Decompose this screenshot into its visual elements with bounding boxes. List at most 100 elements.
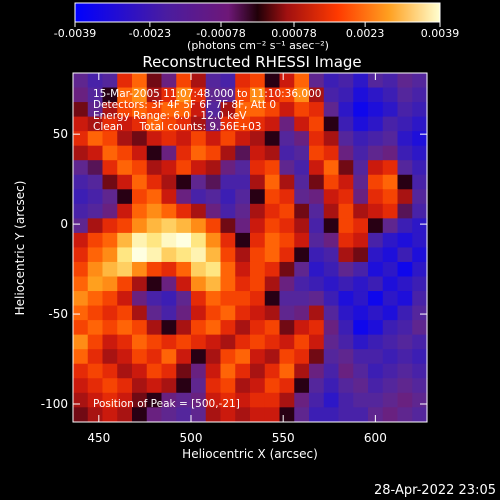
heatmap-cell [176, 232, 192, 249]
heatmap-cell [191, 116, 207, 132]
heatmap-cell [368, 131, 384, 147]
heatmap-cell [146, 116, 163, 132]
heatmap-cell [87, 334, 104, 350]
heatmap-cell [338, 305, 354, 321]
heatmap-cell [176, 203, 192, 219]
heatmap-cell [323, 189, 340, 205]
heatmap-cell [338, 291, 354, 307]
heatmap-cell [235, 102, 251, 118]
heatmap-cell [132, 116, 148, 132]
heatmap-cell [146, 363, 163, 379]
heatmap-cell [338, 349, 354, 365]
heatmap-cell [294, 189, 310, 205]
heatmap-cell [132, 247, 148, 263]
heatmap-cell [205, 378, 222, 394]
heatmap-cell [102, 73, 118, 89]
heatmap-cell [309, 160, 325, 176]
colorbar-units: (photons cm⁻² s⁻¹ asec⁻²) [187, 39, 329, 52]
heatmap-cell [146, 378, 163, 394]
heatmap-cell [117, 160, 133, 176]
heatmap-cell [279, 334, 295, 350]
heatmap-cell [235, 189, 251, 205]
heatmap-cell [323, 174, 340, 190]
heatmap-cell [235, 305, 251, 321]
heatmap-cell [353, 407, 369, 423]
heatmap-cell [294, 73, 310, 89]
heatmap-cell [146, 160, 163, 176]
heatmap-cell [87, 392, 104, 408]
heatmap-cell [294, 160, 310, 176]
heatmap-cell [382, 102, 399, 118]
heatmap-cell [161, 189, 177, 205]
heatmap-cell [205, 363, 222, 379]
heatmap-cell [146, 232, 163, 249]
heatmap-cell [117, 174, 133, 190]
heatmap-cell [338, 116, 354, 132]
heatmap-cell [117, 203, 133, 219]
heatmap-cell [161, 334, 177, 350]
heatmap-cell [294, 261, 310, 278]
heatmap-cell [294, 174, 310, 190]
heatmap-cell [368, 334, 384, 350]
heatmap-cell [102, 392, 118, 408]
heatmap-cell [102, 363, 118, 379]
heatmap-cell [382, 334, 399, 350]
heatmap-cell [146, 276, 163, 292]
heatmap-cell [309, 145, 325, 161]
heatmap-cell [161, 160, 177, 176]
heatmap-cell [146, 407, 163, 423]
heatmap-cell [353, 334, 369, 350]
heatmap-cell [146, 102, 163, 118]
heatmap-cell [102, 145, 118, 161]
heatmap-cell [397, 305, 413, 321]
heatmap-cell [235, 203, 251, 219]
heatmap-cell [353, 378, 369, 394]
heatmap-cell [368, 392, 384, 408]
heatmap-cell [323, 363, 340, 379]
heatmap-cell [412, 102, 428, 118]
heatmap-cell [117, 131, 133, 147]
heatmap-cell [264, 378, 281, 394]
colorbar-tick-label: 0.00078 [271, 27, 317, 40]
heatmap-cell [176, 189, 192, 205]
heatmap-cell [161, 378, 177, 394]
heatmap-cell [294, 87, 310, 103]
heatmap-cell [102, 320, 118, 336]
heatmap-cell [73, 261, 89, 278]
heatmap-cell [117, 87, 133, 103]
heatmap-cell [146, 145, 163, 161]
heatmap-cell [220, 334, 236, 350]
heatmap-cell [235, 392, 251, 408]
heatmap-cell [323, 392, 340, 408]
heatmap-cell [264, 102, 281, 118]
heatmap-cell [161, 203, 177, 219]
heatmap-cell [220, 247, 236, 263]
heatmap-cell [397, 378, 413, 394]
heatmap-cell [382, 174, 399, 190]
heatmap-cell [397, 131, 413, 147]
heatmap-cell [412, 378, 428, 394]
heatmap-cell [353, 160, 369, 176]
heatmap-cell [397, 102, 413, 118]
heatmap-cell [338, 232, 354, 249]
heatmap-cell [382, 218, 399, 234]
heatmap-cell [146, 291, 163, 307]
heatmap-cell [382, 203, 399, 219]
heatmap-cell [250, 291, 266, 307]
heatmap-cell [294, 116, 310, 132]
heatmap-cell [264, 145, 281, 161]
plot-frame [72, 72, 428, 423]
heatmap-cell [161, 145, 177, 161]
heatmap-cell [146, 261, 163, 278]
heatmap-cell [205, 291, 222, 307]
heatmap-cell [102, 174, 118, 190]
heatmap-cell [117, 349, 133, 365]
heatmap-cell [279, 407, 295, 423]
heatmap-cell [191, 189, 207, 205]
heatmap-cell [102, 232, 118, 249]
heatmap-cell [220, 145, 236, 161]
heatmap-cell [176, 276, 192, 292]
heatmap-cell [338, 392, 354, 408]
heatmap-cell [382, 73, 399, 89]
heatmap-cell [397, 334, 413, 350]
